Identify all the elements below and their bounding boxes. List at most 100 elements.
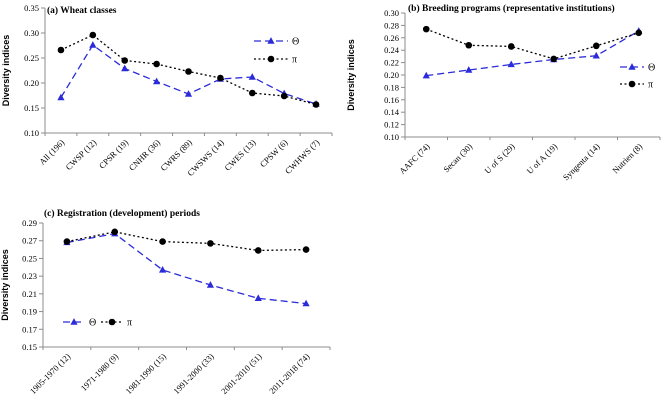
x-category-label: CPSR (19) xyxy=(97,137,130,170)
legend: Θπ xyxy=(620,63,655,91)
x-category-label: 1905-1970 (12) xyxy=(28,351,73,396)
y-tick-label: 0.17 xyxy=(22,324,37,334)
chart-breeding-programs: 0.10 0.12 0.14 0.16 0.18 0.20 0.22 0.24 0.26 0.28… xyxy=(335,0,669,200)
x-category-label: 1971-1980 (9) xyxy=(79,351,121,393)
data-point-pi xyxy=(57,46,65,54)
data-point-pi xyxy=(63,238,71,245)
data-point-pi xyxy=(121,57,129,64)
chart-registration-periods: 0.15 0.17 0.19 0.21 0.23 0.25 0.27 0.29 1905-197… xyxy=(0,200,340,401)
x-category-label: 1981-1990 (15) xyxy=(123,351,168,396)
chart-title: (b) Breeding programs (representative in… xyxy=(408,3,615,14)
y-tick-label: 0.14 xyxy=(384,107,400,117)
y-tick-label: 0.25 xyxy=(22,253,37,263)
chart-title: (a) Wheat classes xyxy=(47,5,117,16)
x-category-label: CWES (13) xyxy=(222,137,257,172)
data-point-theta xyxy=(153,77,161,85)
data-point-pi xyxy=(422,25,430,33)
x-category-label: AAFC (74) xyxy=(397,141,432,176)
y-axis-label: Diversity indices xyxy=(1,35,11,107)
data-point-pi xyxy=(111,228,119,236)
series-line-pi xyxy=(426,28,639,60)
x-category-label: CWSP (12) xyxy=(64,137,99,172)
axes: 0.10 0.12 0.14 0.16 0.18 0.20 0.22 0.24 0.26 0.28… xyxy=(384,8,661,142)
series-theta xyxy=(422,27,643,79)
y-tick-label: 0.10 xyxy=(24,128,39,138)
data-point-pi xyxy=(217,74,224,82)
data-point-pi xyxy=(248,89,256,97)
data-point-theta xyxy=(121,64,129,72)
legend-marker-pi xyxy=(267,55,275,63)
x-category-label: CNHR (36) xyxy=(127,137,162,172)
data-point-pi xyxy=(592,42,600,50)
chart-svg-a: 0.10 0.15 0.20 0.25 0.30 0.35 All (196)CWSP (1… xyxy=(1,3,333,178)
data-point-theta xyxy=(158,266,167,273)
legend-label-theta: Θ xyxy=(292,37,299,48)
legend-marker-theta xyxy=(628,63,636,70)
y-tick-label: 0.15 xyxy=(22,342,37,352)
y-tick-label: 0.23 xyxy=(22,271,37,281)
chart-svg-b: 0.10 0.12 0.14 0.16 0.18 0.20 0.22 0.24 0.26 0.28… xyxy=(346,3,661,182)
series-line-pi xyxy=(66,231,307,252)
x-category-label: 1991-2000 (33) xyxy=(171,351,216,396)
data-point-pi xyxy=(550,55,558,63)
y-tick-label: 0.19 xyxy=(22,307,37,317)
y-tick-label: 0.24 xyxy=(384,45,400,55)
series-theta xyxy=(63,229,310,307)
data-point-theta xyxy=(89,41,97,48)
chart-title: (c) Registration (development) periods xyxy=(44,208,200,219)
legend-label-pi: π xyxy=(292,55,297,66)
data-point-theta xyxy=(465,66,473,73)
x-axis-labels: All (196)CWSP (12)CPSR (19)CNHR (36)CWRS… xyxy=(37,137,322,178)
data-point-pi xyxy=(312,101,320,108)
x-category-label: 2011-2018 (74) xyxy=(267,351,312,396)
y-tick-label: 0.26 xyxy=(384,33,399,43)
legend-marker-theta xyxy=(267,37,275,44)
x-category-label: U of S (29) xyxy=(482,141,516,175)
series-pi xyxy=(422,25,643,63)
data-point-theta xyxy=(57,93,65,101)
y-tick-label: 0.28 xyxy=(384,20,399,30)
chart-wheat-classes: 0.10 0.15 0.20 0.25 0.30 0.35 All (196) CWSP (1… xyxy=(0,0,340,200)
data-point-pi xyxy=(302,246,310,253)
y-tick-label: 0.21 xyxy=(22,289,37,299)
x-category-label: Nutrien (8) xyxy=(610,141,644,175)
data-point-pi xyxy=(507,43,515,50)
y-tick-label: 0.30 xyxy=(24,28,39,38)
data-point-theta xyxy=(422,71,430,79)
y-tick-label: 0.12 xyxy=(384,120,399,130)
data-point-pi xyxy=(185,68,192,75)
y-tick-label: 0.35 xyxy=(24,3,39,13)
y-tick-label: 0.22 xyxy=(384,58,399,68)
y-tick-label: 0.20 xyxy=(24,78,39,88)
legend-label-pi: π xyxy=(648,80,653,91)
y-tick-label: 0.16 xyxy=(384,95,399,105)
legend-marker-theta xyxy=(70,318,78,325)
y-axis-label: Diversity indices xyxy=(0,249,10,321)
axes: 0.15 0.17 0.19 0.21 0.23 0.25 0.27 0.29 xyxy=(22,218,331,352)
data-point-theta xyxy=(248,73,256,80)
series-line-theta xyxy=(66,232,307,305)
data-point-pi xyxy=(159,238,166,245)
y-tick-label: 0.15 xyxy=(24,103,39,113)
data-point-theta xyxy=(254,294,262,301)
x-axis-labels: AAFC (74) Secan (30) U of S (29) U of A (19… xyxy=(397,141,644,182)
y-tick-label: 0.30 xyxy=(384,8,399,18)
y-tick-label: 0.25 xyxy=(24,53,39,63)
legend-label-theta: Θ xyxy=(89,318,96,329)
legend-marker-pi xyxy=(628,80,636,88)
y-tick-label: 0.29 xyxy=(22,218,37,228)
x-category-label: Syngenta (14) xyxy=(561,141,602,182)
x-category-label: CPSW (6) xyxy=(258,137,290,169)
data-point-pi xyxy=(254,247,262,254)
data-point-pi xyxy=(635,29,643,37)
x-category-label: CWHWS (7) xyxy=(283,137,322,176)
data-point-pi xyxy=(280,92,288,100)
series-pi xyxy=(57,31,320,108)
y-tick-label: 0.27 xyxy=(22,236,37,246)
data-point-pi xyxy=(89,31,97,39)
data-point-theta xyxy=(184,90,193,97)
data-point-theta xyxy=(206,281,215,288)
legend-label-pi: π xyxy=(127,318,132,329)
